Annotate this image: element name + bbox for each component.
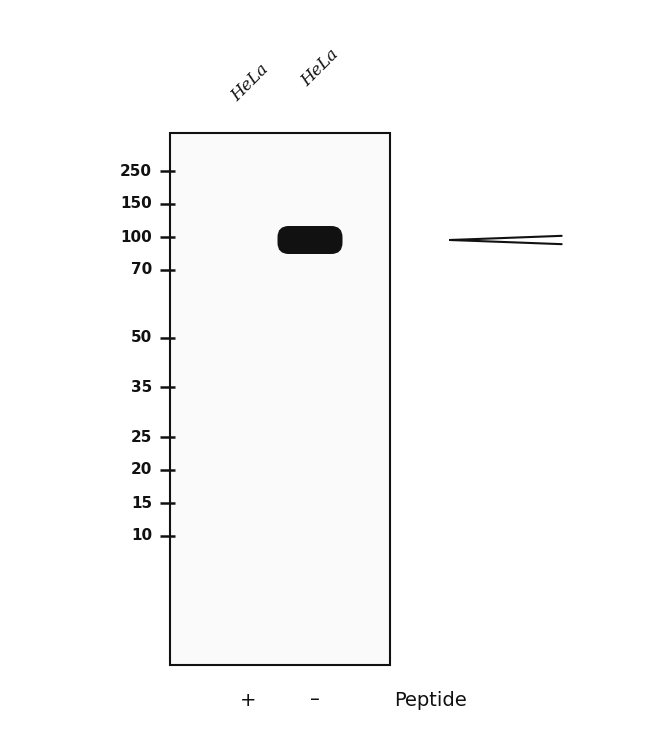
Text: 100: 100 bbox=[120, 230, 152, 244]
Text: HeLa: HeLa bbox=[228, 61, 272, 105]
Text: Peptide: Peptide bbox=[394, 690, 467, 709]
Text: 50: 50 bbox=[131, 331, 152, 346]
Text: 10: 10 bbox=[131, 529, 152, 543]
Text: 20: 20 bbox=[131, 463, 152, 477]
Text: 35: 35 bbox=[131, 379, 152, 395]
Text: 150: 150 bbox=[120, 196, 152, 212]
Text: 250: 250 bbox=[120, 163, 152, 179]
Text: –: – bbox=[310, 690, 320, 709]
Text: 25: 25 bbox=[131, 430, 152, 444]
FancyBboxPatch shape bbox=[278, 226, 343, 254]
Text: 70: 70 bbox=[131, 263, 152, 277]
Text: +: + bbox=[240, 690, 256, 709]
Bar bbox=[170, 133, 390, 665]
Text: 15: 15 bbox=[131, 496, 152, 510]
Text: HeLa: HeLa bbox=[298, 46, 342, 90]
